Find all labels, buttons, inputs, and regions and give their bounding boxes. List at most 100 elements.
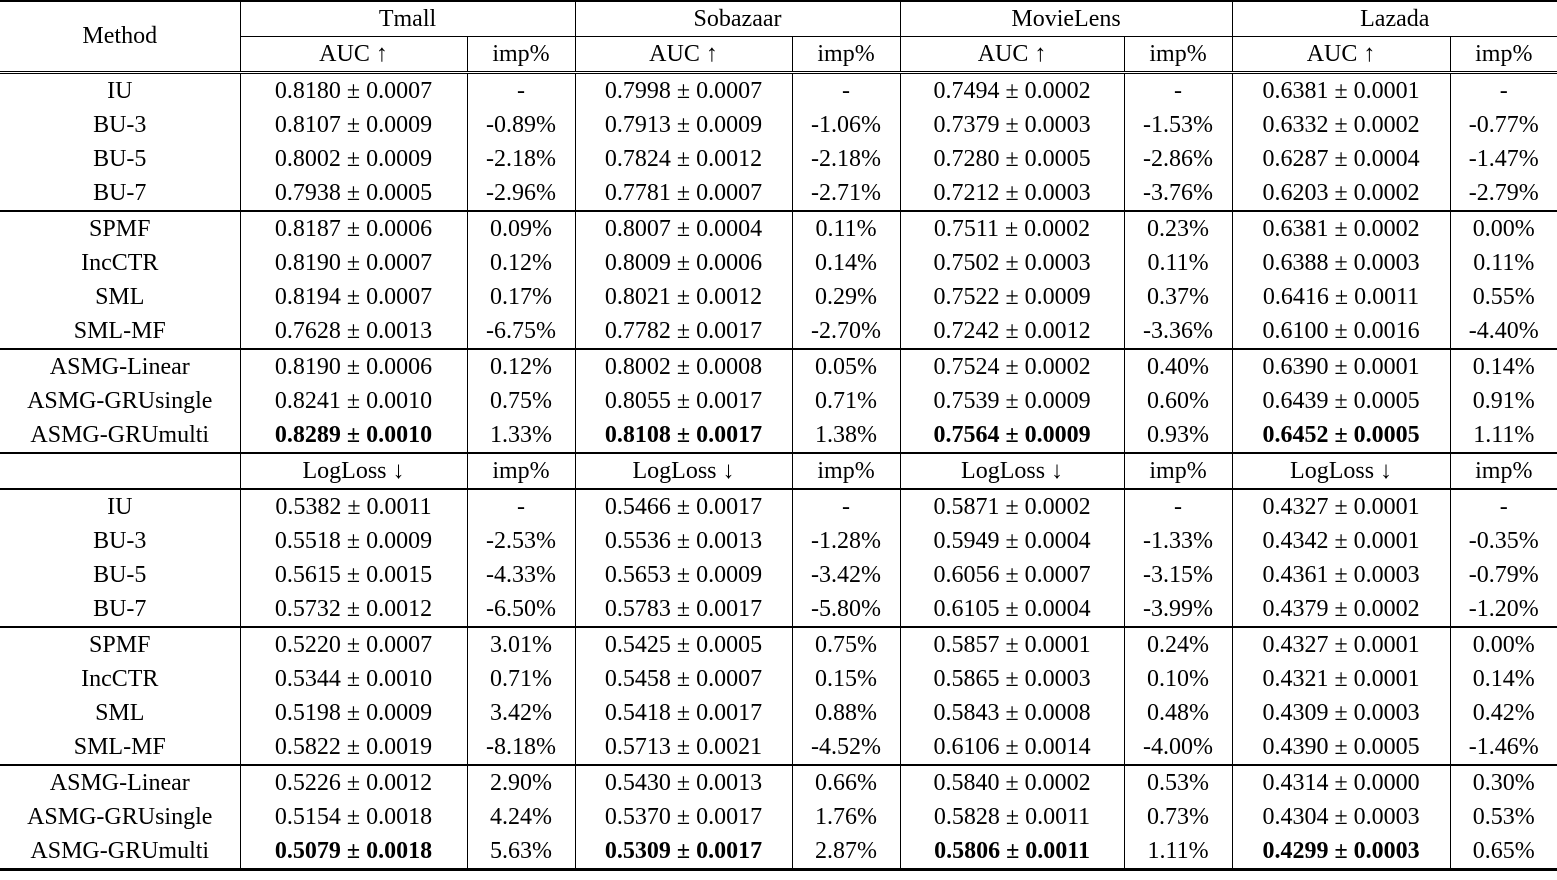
imp-cell: 1.38% — [792, 418, 901, 454]
imp-cell: 2.87% — [792, 834, 901, 870]
value-cell: 0.4314 ± 0.0000 — [1232, 765, 1451, 800]
method-cell: SPMF — [0, 211, 241, 246]
value-cell: 0.8108 ± 0.0017 — [575, 418, 793, 454]
method-cell: ASMG-Linear — [0, 349, 241, 384]
imp-cell: -0.77% — [1468, 111, 1539, 138]
imp-cell: -1.53% — [1124, 108, 1233, 142]
value-cell: 0.8180 ± 0.0007 — [240, 72, 468, 108]
imp-cell: -5.80% — [792, 592, 901, 628]
imp-header: imp% — [467, 453, 576, 490]
value-cell: 0.7212 ± 0.0003 — [900, 176, 1125, 212]
imp-cell: 0.12% — [467, 246, 576, 280]
imp-cell: 0.09% — [467, 211, 576, 246]
table-row: IU 0.8180 ± 0.0007-0.7998 ± 0.0007-0.7494… — [0, 72, 1557, 108]
value-cell: 0.5732 ± 0.0012 — [240, 592, 468, 628]
method-cell: SML — [0, 696, 241, 730]
imp-cell: -2.18% — [792, 142, 901, 176]
imp-cell: 5.63% — [467, 834, 576, 870]
imp-cell: 0.88% — [792, 696, 901, 730]
imp-cell: 0.66% — [792, 765, 901, 800]
imp-cell: 0.42% — [1472, 699, 1535, 726]
table-row: BU-3 0.5518 ± 0.0009 -2.53% 0.5536 ± 0.0013… — [0, 524, 1557, 558]
table-row: ASMG-GRUmulti 0.5079 ± 0.0018 5.63% 0.5309 … — [0, 834, 1557, 870]
table-row: ASMG-GRUmulti 0.8289 ± 0.0010 1.33% 0.8108 … — [0, 418, 1557, 454]
imp-cell: 0.48% — [1124, 696, 1233, 730]
imp-cell: -1.33% — [1124, 524, 1233, 558]
value-cell: 0.4299 ± 0.0003 — [1232, 834, 1451, 870]
value-cell: 0.7539 ± 0.0009 — [900, 384, 1125, 418]
value-cell: 0.5871 ± 0.0002 — [900, 489, 1125, 524]
imp-cell: 0.53% — [1472, 803, 1535, 830]
imp-cell: - — [467, 489, 576, 524]
value-cell: 0.5806 ± 0.0011 — [900, 834, 1125, 870]
value-cell: 0.5425 ± 0.0005 — [575, 627, 793, 662]
imp-header: imp% — [1450, 36, 1557, 74]
value-cell: 0.5865 ± 0.0003 — [900, 662, 1125, 696]
table-row: SPMF 0.5220 ± 0.0007 3.01% 0.5425 ± 0.0005 0… — [0, 627, 1557, 662]
imp-header: imp% — [1124, 36, 1233, 74]
value-cell: 0.5154 ± 0.0018 — [240, 800, 468, 834]
imp-cell: 0.73% — [1124, 800, 1233, 834]
method-cell: BU-7 — [0, 592, 241, 628]
method-cell: ASMG-GRUsingle — [0, 384, 241, 418]
table-row: BU-5 0.8002 ± 0.0009 -2.18% 0.7824 ± 0.0012… — [0, 142, 1557, 176]
value-cell: 0.6106 ± 0.0014 — [900, 730, 1125, 766]
table-row: BU-3 0.8107 ± 0.0009 -0.89% 0.7913 ± 0.0009… — [0, 108, 1557, 142]
value-cell: 0.7938 ± 0.0005 — [240, 176, 468, 212]
imp-cell: 0.37% — [1124, 280, 1233, 314]
metric-header-row: AUC ↑ imp% AUC ↑ imp% AUC ↑ imp% AUC ↑ imp% — [0, 36, 1557, 74]
value-cell: 0.5653 ± 0.0009 — [575, 558, 793, 592]
imp-cell: 0.71% — [792, 384, 901, 418]
imp-cell: -2.70% — [792, 314, 901, 350]
imp-cell: -6.75% — [467, 314, 576, 350]
value-cell: 0.5226 ± 0.0012 — [240, 765, 468, 800]
table-row: ASMG-Linear 0.5226 ± 0.0012 2.90% 0.5430 ± … — [0, 765, 1557, 800]
table-row: SML 0.5198 ± 0.0009 3.42% 0.5418 ± 0.0017 0.… — [0, 696, 1557, 730]
method-cell: IncCTR — [0, 662, 241, 696]
value-cell: 0.4361 ± 0.0003 — [1232, 558, 1451, 592]
metric-header: AUC ↑ — [900, 36, 1125, 74]
imp-cell: - — [792, 72, 901, 108]
table-row: ASMG-Linear 0.8190 ± 0.0006 0.12% 0.8002 ± … — [0, 349, 1557, 384]
metric-header: LogLoss ↓ — [240, 453, 468, 490]
value-cell: 0.8194 ± 0.0007 — [240, 280, 468, 314]
value-cell: 0.8187 ± 0.0006 — [240, 211, 468, 246]
metric-header: AUC ↑ — [575, 36, 793, 74]
metric-header: LogLoss ↓ — [900, 453, 1125, 490]
value-cell: 0.8190 ± 0.0006 — [240, 349, 468, 384]
method-cell: BU-5 — [0, 558, 241, 592]
imp-cell: -3.36% — [1124, 314, 1233, 350]
value-cell: 0.7494 ± 0.0002 — [900, 72, 1125, 108]
imp-cell: 0.24% — [1124, 627, 1233, 662]
value-cell: 0.5458 ± 0.0007 — [575, 662, 793, 696]
imp-header: imp% — [467, 36, 576, 74]
value-cell: 0.6439 ± 0.0005 — [1232, 384, 1451, 418]
imp-cell: -2.53% — [467, 524, 576, 558]
value-cell: 0.8241 ± 0.0010 — [240, 384, 468, 418]
imp-cell: 0.11% — [1124, 246, 1233, 280]
method-cell: IU — [0, 489, 241, 524]
imp-cell: -2.18% — [467, 142, 576, 176]
value-cell: 0.4321 ± 0.0001 — [1232, 662, 1451, 696]
dataset-header: Sobazaar — [575, 1, 901, 37]
imp-cell: 0.14% — [1472, 353, 1535, 380]
method-cell: SPMF — [0, 627, 241, 662]
imp-cell: -3.76% — [1124, 176, 1233, 212]
value-cell: 0.7280 ± 0.0005 — [900, 142, 1125, 176]
imp-cell: 0.12% — [467, 349, 576, 384]
value-cell: 0.5344 ± 0.0010 — [240, 662, 468, 696]
value-cell: 0.7913 ± 0.0009 — [575, 108, 793, 142]
value-cell: 0.5198 ± 0.0009 — [240, 696, 468, 730]
imp-cell: - — [1499, 77, 1508, 104]
table-row: IncCTR 0.5344 ± 0.0010 0.71% 0.5458 ± 0.000… — [0, 662, 1557, 696]
imp-cell: -0.79% — [1468, 561, 1539, 588]
method-cell: BU-3 — [0, 108, 241, 142]
value-cell: 0.8009 ± 0.0006 — [575, 246, 793, 280]
value-cell: 0.4390 ± 0.0005 — [1232, 730, 1451, 766]
value-cell: 0.6390 ± 0.0001 — [1232, 349, 1451, 384]
imp-cell: 0.14% — [1472, 665, 1535, 692]
value-cell: 0.4379 ± 0.0002 — [1232, 592, 1451, 628]
imp-cell: 0.00% — [1472, 215, 1535, 242]
